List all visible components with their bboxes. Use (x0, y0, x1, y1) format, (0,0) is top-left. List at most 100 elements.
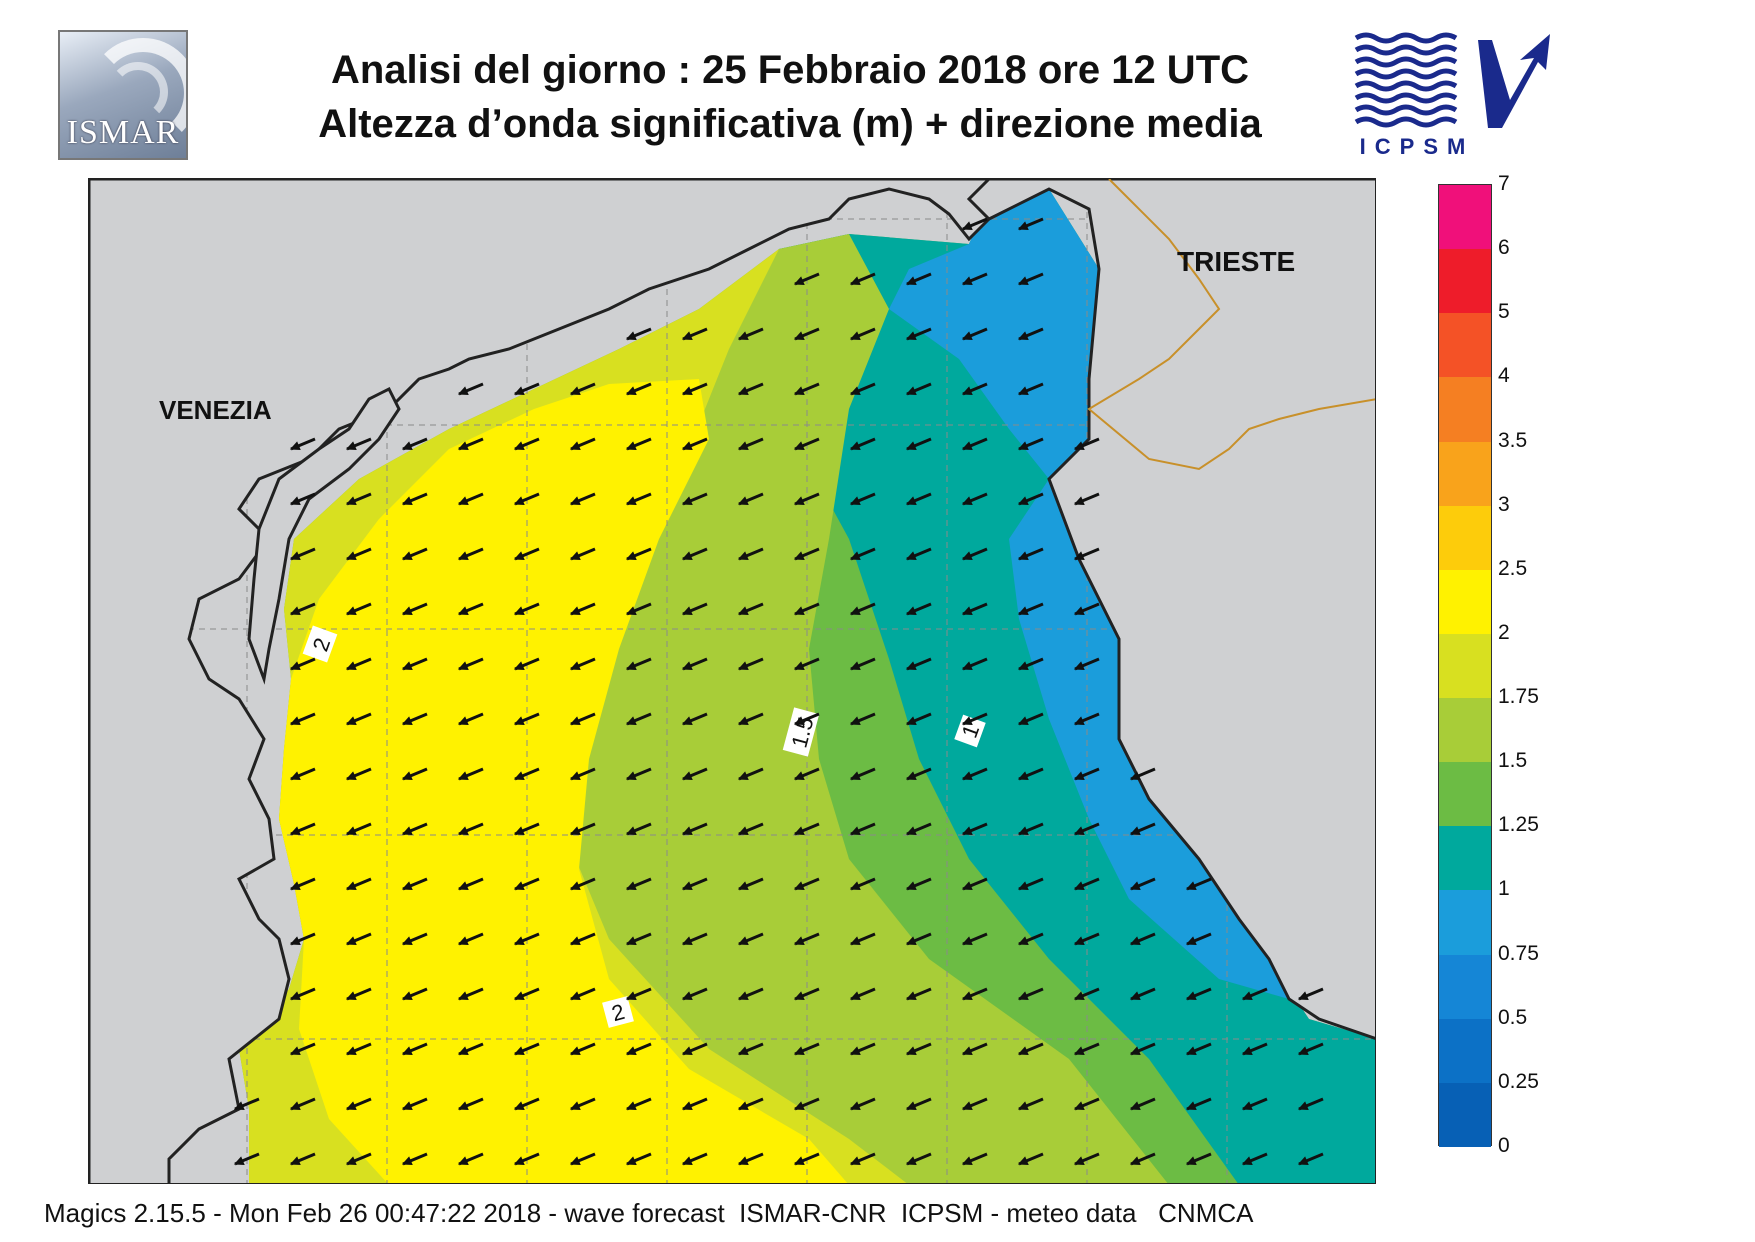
wave-arrow (401, 602, 428, 616)
colorbar-tick-label: 6 (1498, 236, 1510, 260)
wave-arrow (961, 437, 988, 451)
colorbar-tick-label: 4 (1498, 364, 1510, 388)
wave-arrow (401, 987, 428, 1001)
wave-arrow (1241, 1042, 1268, 1056)
wave-arrow (569, 1097, 596, 1111)
wave-arrow (289, 492, 316, 506)
colorbar-tick-label: 3 (1498, 492, 1510, 516)
wave-arrow (1017, 1042, 1044, 1056)
wave-arrow (849, 437, 876, 451)
wave-arrow (961, 767, 988, 781)
wave-arrow (569, 877, 596, 891)
wave-arrow (513, 987, 540, 1001)
wave-arrow (793, 492, 820, 506)
wave-arrow (289, 1042, 316, 1056)
city-label-trieste: TRIESTE (1177, 246, 1295, 277)
wave-arrow (1073, 547, 1100, 561)
colorbar-tick-label: 0 (1498, 1134, 1510, 1157)
wave-arrow (1073, 657, 1100, 671)
wave-arrow (569, 932, 596, 946)
wave-arrow (513, 602, 540, 616)
wave-arrow (1073, 767, 1100, 781)
colorbar-segment (1439, 313, 1491, 378)
wave-arrow (401, 437, 428, 451)
wave-arrow (681, 712, 708, 726)
wave-arrow (737, 932, 764, 946)
wave-arrow (849, 987, 876, 1001)
wave-arrow (1241, 987, 1268, 1001)
wave-arrow (345, 1097, 372, 1111)
wave-arrow (681, 492, 708, 506)
wave-arrow (793, 602, 820, 616)
wave-arrow (1073, 1097, 1100, 1111)
wave-arrow (345, 657, 372, 671)
wave-arrow (737, 547, 764, 561)
wave-arrow (961, 822, 988, 836)
wave-arrow (401, 1152, 428, 1166)
wave-arrow (1241, 1152, 1268, 1166)
wave-arrow (569, 602, 596, 616)
wave-arrow (1017, 932, 1044, 946)
wave-height-colorbar (1438, 184, 1492, 1148)
wave-arrow (793, 1097, 820, 1111)
wave-arrow (849, 767, 876, 781)
wave-arrow (961, 712, 988, 726)
wave-arrow (513, 767, 540, 781)
colorbar-segment (1439, 954, 1491, 1020)
wave-arrow (793, 272, 820, 286)
wave-arrow (457, 712, 484, 726)
wave-arrow (793, 1042, 820, 1056)
wave-arrow (345, 877, 372, 891)
wave-arrow (513, 547, 540, 561)
wave-arrow (457, 932, 484, 946)
wave-arrow (905, 1097, 932, 1111)
wave-arrow (905, 932, 932, 946)
wave-arrow (1297, 1152, 1324, 1166)
wave-arrow (513, 1097, 540, 1111)
wave-arrow (681, 932, 708, 946)
wave-arrow (961, 217, 988, 231)
wave-arrow (289, 657, 316, 671)
icpsm-logo: ICPSM (1352, 30, 1582, 162)
colorbar-tick-label: 2.5 (1498, 556, 1528, 580)
colorbar-segment (1439, 826, 1491, 891)
wave-arrow (401, 712, 428, 726)
wave-arrow (1129, 767, 1156, 781)
wave-arrow (1129, 877, 1156, 891)
wave-arrow (849, 1152, 876, 1166)
wave-arrow (401, 547, 428, 561)
colorbar-segment (1439, 1082, 1491, 1148)
wave-arrow (681, 1042, 708, 1056)
wave-arrow (737, 1042, 764, 1056)
wave-arrow (1129, 932, 1156, 946)
wave-arrow (849, 272, 876, 286)
wave-arrow (625, 712, 652, 726)
wave-arrow (401, 492, 428, 506)
wave-arrow (1073, 932, 1100, 946)
ismar-logo: ISMAR (58, 30, 188, 160)
icpsm-waves-arrow-icon (1354, 32, 1550, 128)
wave-arrow (1185, 1152, 1212, 1166)
wave-arrow (849, 382, 876, 396)
colorbar-tick-label: 0.25 (1498, 1069, 1539, 1093)
wave-arrow (513, 657, 540, 671)
wave-arrow (1017, 657, 1044, 671)
wave-arrow (1297, 1042, 1324, 1056)
wave-arrow (345, 822, 372, 836)
wave-arrow (793, 1152, 820, 1166)
wave-arrow (793, 712, 820, 726)
wave-arrow (569, 712, 596, 726)
wave-arrow (289, 987, 316, 1001)
colorbar-tick-label: 1.75 (1498, 685, 1539, 709)
wave-arrow (1017, 987, 1044, 1001)
wave-arrow (345, 932, 372, 946)
colorbar-segment (1439, 762, 1491, 827)
wave-arrow (233, 1152, 260, 1166)
colorbar-tick-label: 0.75 (1498, 941, 1539, 965)
colorbar-segment (1439, 698, 1491, 763)
wave-arrow (905, 547, 932, 561)
wave-arrow (905, 1042, 932, 1056)
wave-arrow (625, 437, 652, 451)
icpsm-logo-text: ICPSM (1359, 134, 1475, 159)
wave-arrow (905, 712, 932, 726)
